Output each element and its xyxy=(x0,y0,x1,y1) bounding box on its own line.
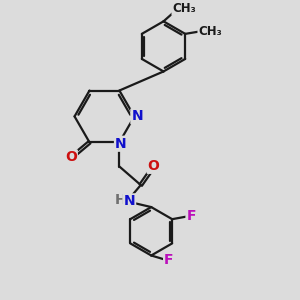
Text: O: O xyxy=(148,159,160,173)
Text: N: N xyxy=(124,194,135,208)
Text: O: O xyxy=(65,151,77,164)
Text: N: N xyxy=(115,137,127,151)
Text: H: H xyxy=(115,193,127,207)
Text: CH₃: CH₃ xyxy=(172,2,196,15)
Text: N: N xyxy=(131,110,143,123)
Text: F: F xyxy=(164,253,174,267)
Text: F: F xyxy=(187,209,196,223)
Text: CH₃: CH₃ xyxy=(198,25,222,38)
